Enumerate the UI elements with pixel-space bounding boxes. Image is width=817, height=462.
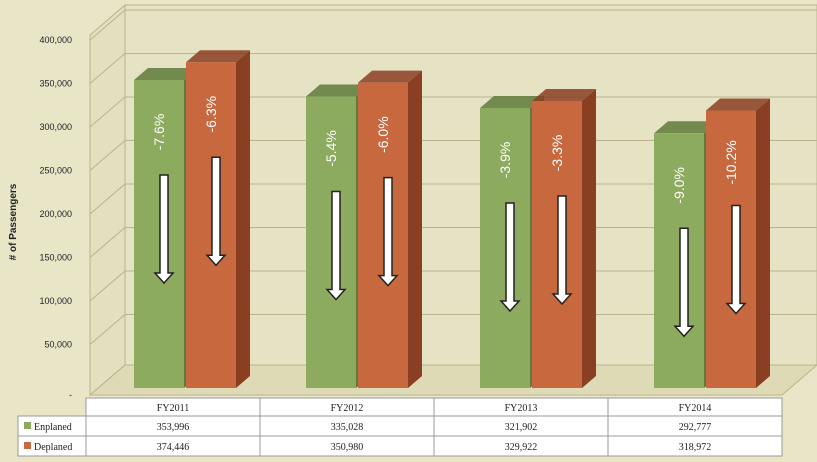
gridline-side [89, 183, 126, 215]
bar-front [706, 110, 756, 389]
data-table: FY2011 FY2012 FY2013 FY2014 Enplaned 353,996 3… [17, 397, 783, 457]
legend-label: Enplaned [34, 422, 72, 433]
category-label: FY2014 [679, 403, 712, 414]
legend-label: Deplaned [34, 442, 72, 453]
bar-deplaned-fy2014: -10.2% [706, 98, 770, 389]
table-cell-value: 318,972 [679, 442, 712, 453]
bar-front [358, 82, 408, 388]
y-axis: - 50,000 100,000 150,000 200,000 250,000 300,0… [39, 35, 72, 400]
bar-top [532, 88, 596, 101]
y-tick-label: 250,000 [39, 166, 72, 176]
bar-front [134, 80, 184, 388]
y-tick-label: 50,000 [44, 340, 72, 350]
bar-front [186, 62, 236, 388]
gridline-side [89, 314, 126, 345]
category-label: FY2013 [505, 403, 538, 414]
bars: -7.6% -6.3% -5.4% -6.0% -3.9% -3.3% -9.0% -10.2… [134, 50, 770, 389]
y-tick-label: 100,000 [39, 296, 72, 306]
bar-front [654, 133, 704, 388]
bar-deplaned-fy2011: -6.3% [186, 50, 250, 388]
bar-top [134, 68, 198, 81]
y-axis-label: # of Passengers [8, 183, 19, 260]
category-label: FY2012 [331, 403, 364, 414]
bar-front [532, 100, 582, 388]
change-label: -10.2% [723, 140, 739, 184]
y-tick-label: 200,000 [39, 209, 72, 219]
y-tick-label: 300,000 [39, 122, 72, 132]
gridline-side [89, 227, 126, 258]
bar-deplaned-fy2012: -6.0% [358, 70, 422, 388]
bar-top [186, 50, 250, 63]
bar-front [306, 96, 356, 389]
decline-arrow [673, 227, 695, 338]
table-cell-value: 335,028 [331, 422, 364, 433]
bar-top [654, 121, 718, 134]
change-label: -9.0% [671, 167, 687, 204]
change-label: -5.4% [323, 130, 339, 167]
gridline-side [89, 53, 126, 84]
bar-top [358, 70, 422, 83]
table-cell-value: 374,446 [157, 442, 190, 453]
decline-arrow [377, 176, 399, 287]
y-tick-label: - [69, 390, 72, 400]
bar-side [582, 88, 596, 388]
y-tick-label: 350,000 [39, 79, 72, 89]
bar-top [706, 98, 770, 111]
change-label: -3.3% [549, 135, 565, 172]
bar-top [480, 95, 544, 108]
gridline-side [89, 140, 126, 171]
decline-arrow [725, 204, 747, 315]
category-label: FY2011 [157, 403, 189, 414]
table-cell-value: 353,996 [157, 422, 190, 433]
legend-swatch [24, 422, 31, 429]
decline-arrow [499, 202, 521, 313]
change-label: -6.0% [375, 116, 391, 153]
legend-swatch [24, 442, 31, 449]
y-tick-label: 400,000 [39, 35, 72, 45]
bar-side [408, 70, 422, 388]
table-cell-value: 292,777 [679, 422, 712, 433]
bar-front [480, 107, 530, 389]
gridline-side [89, 270, 126, 302]
chart-floor [88, 364, 817, 396]
bar-side [756, 98, 770, 389]
change-label: -7.6% [151, 114, 167, 151]
decline-arrow [551, 195, 573, 306]
y-tick-label: 150,000 [39, 253, 72, 263]
decline-arrow [205, 156, 227, 267]
gridline-side [89, 9, 126, 41]
decline-arrow [153, 174, 175, 285]
gridline-side [89, 96, 126, 128]
bar-top [306, 84, 370, 97]
change-label: -3.9% [497, 142, 513, 179]
table-cell-value: 329,922 [505, 442, 538, 453]
table-cell-value: 350,980 [331, 442, 364, 453]
chart-side-wall [89, 3, 126, 397]
table-cell-value: 321,902 [505, 422, 538, 433]
change-label: -6.3% [203, 96, 219, 133]
bar-side [236, 50, 250, 388]
decline-arrow [325, 190, 347, 301]
bar-deplaned-fy2013: -3.3% [532, 88, 596, 388]
